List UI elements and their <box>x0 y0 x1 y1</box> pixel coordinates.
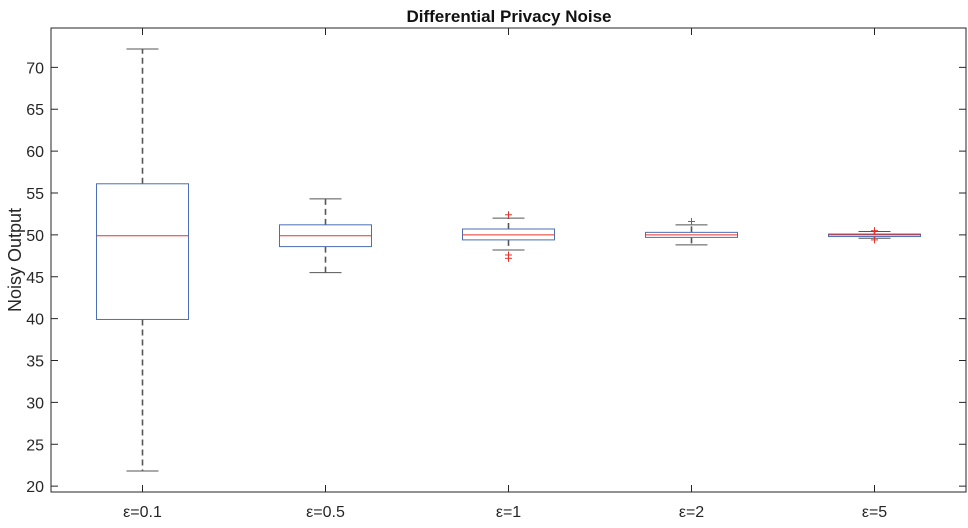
y-axis-label: Noisy Output <box>5 208 25 312</box>
box-iqr <box>96 183 189 320</box>
chart-title: Differential Privacy Noise <box>406 7 611 26</box>
y-tick-label: 65 <box>26 102 44 119</box>
plot-area: 20 25 30 35 40 45 50 55 60 65 70 ε=0.1 ε=0.5 ε=1 ε=2 ε=… <box>26 27 967 521</box>
y-tick-label: 20 <box>26 479 44 496</box>
y-tick-label: 50 <box>26 228 44 245</box>
y-tick-label: 60 <box>26 144 44 161</box>
x-tick-label: ε=1 <box>496 504 521 521</box>
x-tick-label: ε=0.5 <box>306 504 345 521</box>
y-tick-label: 30 <box>26 395 44 412</box>
x-tick-label: ε=0.1 <box>123 504 162 521</box>
x-tick-label: ε=5 <box>862 504 887 521</box>
y-tick-label: 25 <box>26 437 44 454</box>
y-tick-label: 40 <box>26 312 44 329</box>
y-tick-label: 35 <box>26 354 44 371</box>
y-tick-label: 70 <box>26 60 44 77</box>
y-tick-label: 45 <box>26 270 44 287</box>
x-tick-label: ε=2 <box>679 504 704 521</box>
y-tick-label: 55 <box>26 186 44 203</box>
